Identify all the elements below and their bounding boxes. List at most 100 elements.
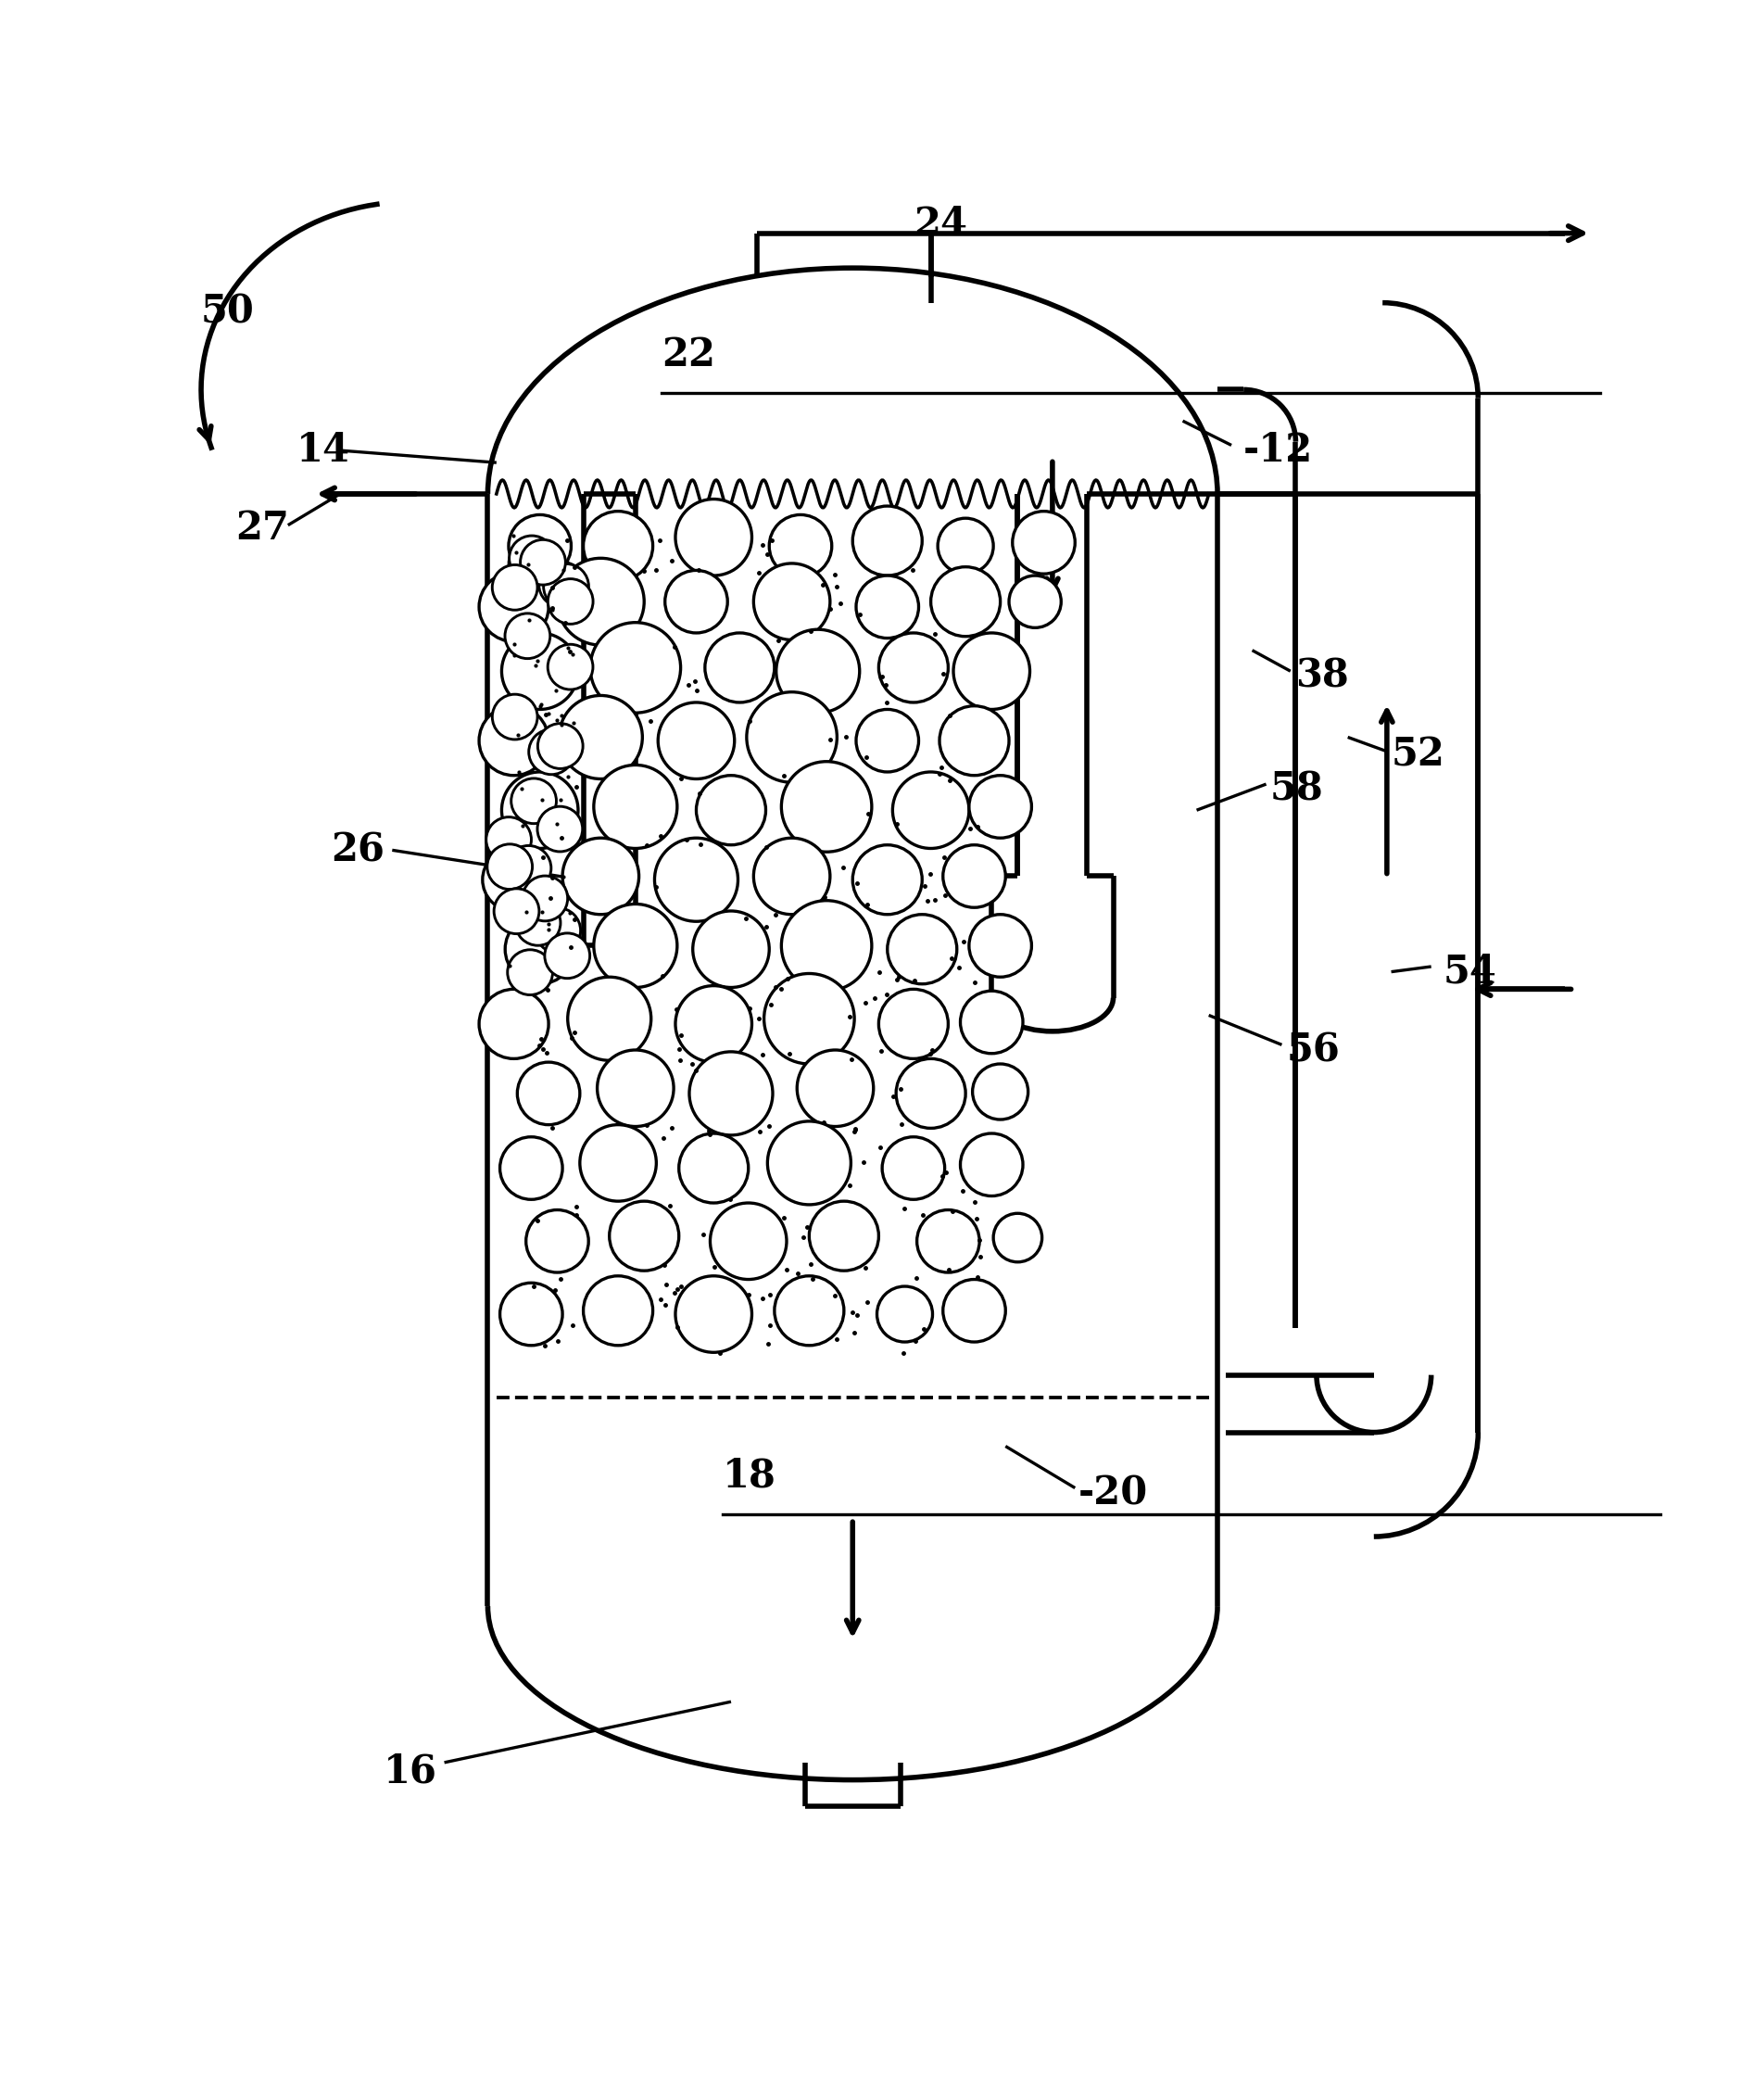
Circle shape (705, 632, 774, 701)
Circle shape (501, 773, 578, 848)
Circle shape (1013, 510, 1075, 573)
Circle shape (485, 817, 531, 863)
Circle shape (609, 1201, 679, 1270)
Circle shape (879, 989, 948, 1058)
Circle shape (538, 806, 583, 853)
Circle shape (539, 561, 585, 607)
Circle shape (696, 775, 766, 844)
Circle shape (1009, 575, 1061, 628)
Circle shape (853, 844, 922, 913)
Circle shape (579, 1126, 656, 1201)
Circle shape (769, 514, 832, 578)
Text: 27: 27 (237, 508, 289, 548)
Text: -20: -20 (1079, 1474, 1148, 1512)
Circle shape (877, 1287, 933, 1342)
Text: 38: 38 (1296, 657, 1348, 695)
Circle shape (529, 729, 574, 775)
Circle shape (882, 1136, 945, 1199)
Text: 52: 52 (1392, 735, 1444, 775)
Circle shape (583, 510, 652, 582)
Text: -12: -12 (1244, 430, 1314, 470)
Circle shape (753, 563, 830, 640)
Text: 58: 58 (1270, 771, 1322, 808)
Circle shape (781, 901, 872, 991)
Text: 16: 16 (383, 1751, 437, 1791)
Circle shape (746, 693, 837, 783)
Circle shape (543, 563, 588, 609)
Circle shape (508, 542, 553, 586)
Circle shape (494, 888, 539, 934)
Circle shape (548, 645, 593, 689)
Circle shape (689, 1052, 773, 1136)
Circle shape (506, 846, 552, 890)
Circle shape (960, 991, 1023, 1054)
Circle shape (665, 571, 727, 632)
Circle shape (499, 1136, 562, 1199)
Circle shape (597, 1050, 673, 1126)
Circle shape (710, 1203, 786, 1279)
Circle shape (893, 773, 969, 848)
Text: 14: 14 (296, 430, 350, 470)
Circle shape (764, 974, 854, 1065)
Text: 50: 50 (202, 292, 254, 332)
Circle shape (545, 932, 590, 979)
Circle shape (510, 538, 555, 582)
Circle shape (479, 571, 548, 643)
Circle shape (938, 519, 994, 573)
Circle shape (767, 1121, 851, 1205)
Circle shape (508, 514, 571, 578)
Text: 26: 26 (331, 832, 385, 869)
Circle shape (505, 914, 574, 985)
Circle shape (505, 613, 550, 659)
Circle shape (510, 536, 555, 582)
Circle shape (590, 622, 680, 712)
Circle shape (658, 701, 734, 779)
Circle shape (548, 580, 593, 624)
Circle shape (917, 1210, 980, 1273)
Circle shape (809, 1201, 879, 1270)
Circle shape (479, 989, 548, 1058)
Circle shape (593, 903, 677, 987)
Text: 22: 22 (661, 336, 715, 374)
Circle shape (679, 1134, 748, 1203)
Circle shape (559, 695, 642, 779)
Circle shape (557, 559, 644, 645)
Circle shape (515, 901, 560, 945)
Circle shape (562, 838, 639, 913)
Circle shape (943, 1279, 1006, 1342)
Circle shape (940, 706, 1009, 775)
Circle shape (943, 844, 1006, 907)
Circle shape (479, 706, 548, 775)
Circle shape (954, 632, 1030, 710)
Circle shape (887, 914, 957, 985)
Circle shape (492, 565, 538, 609)
Circle shape (797, 1050, 873, 1126)
Circle shape (931, 567, 1000, 636)
Circle shape (776, 630, 860, 712)
Circle shape (853, 506, 922, 575)
Circle shape (520, 540, 566, 586)
Text: 54: 54 (1444, 951, 1496, 991)
Circle shape (522, 876, 567, 922)
Circle shape (508, 949, 553, 995)
Circle shape (525, 1210, 588, 1273)
Circle shape (753, 838, 830, 913)
Circle shape (856, 710, 919, 773)
Circle shape (499, 1283, 562, 1346)
Circle shape (960, 1134, 1023, 1197)
Circle shape (538, 724, 583, 769)
Circle shape (973, 1065, 1028, 1119)
Text: 24: 24 (914, 206, 967, 244)
Circle shape (487, 844, 532, 888)
Circle shape (654, 838, 738, 922)
Text: 18: 18 (722, 1455, 776, 1495)
Circle shape (583, 1277, 652, 1346)
Circle shape (593, 764, 677, 848)
Circle shape (536, 907, 581, 953)
Circle shape (675, 500, 752, 575)
Circle shape (774, 1277, 844, 1346)
Circle shape (492, 695, 538, 739)
Circle shape (501, 632, 578, 710)
Circle shape (896, 1058, 966, 1128)
Circle shape (969, 775, 1032, 838)
